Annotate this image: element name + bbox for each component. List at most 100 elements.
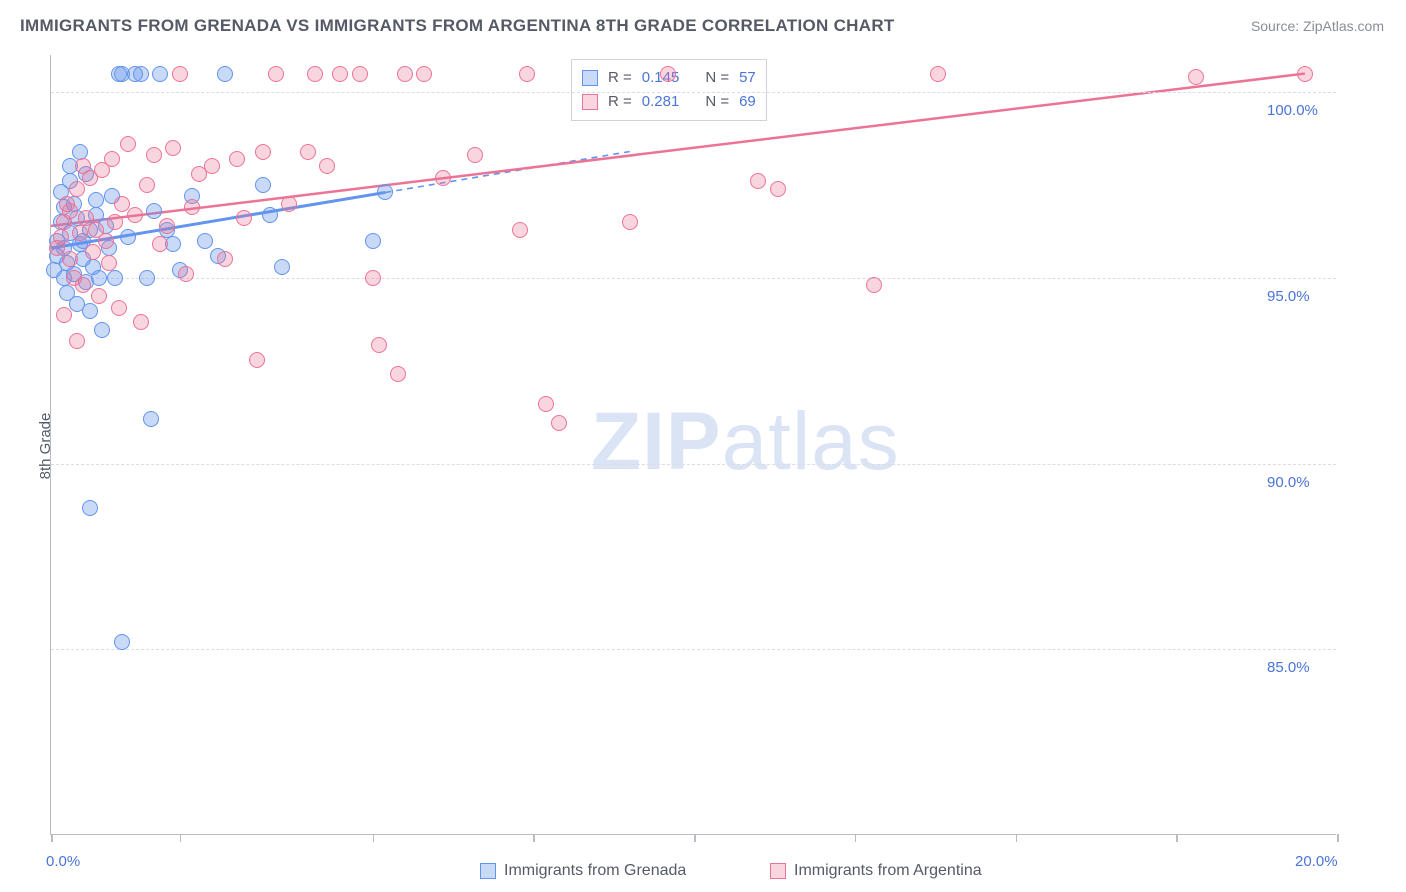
data-point-argentina xyxy=(152,236,168,252)
x-tick xyxy=(373,834,375,842)
chart-title: IMMIGRANTS FROM GRENADA VS IMMIGRANTS FR… xyxy=(20,16,895,36)
data-point-argentina xyxy=(72,225,88,241)
data-point-argentina xyxy=(62,203,78,219)
data-point-grenada xyxy=(107,270,123,286)
data-point-argentina xyxy=(397,66,413,82)
data-point-argentina xyxy=(178,266,194,282)
y-tick-label: 100.0% xyxy=(1267,102,1318,119)
data-point-argentina xyxy=(750,173,766,189)
legend-argentina: Immigrants from Argentina xyxy=(770,862,982,880)
data-point-argentina xyxy=(236,210,252,226)
x-tick xyxy=(180,834,182,842)
data-point-grenada xyxy=(120,229,136,245)
data-point-argentina xyxy=(98,233,114,249)
x-tick xyxy=(1337,834,1339,842)
data-point-argentina xyxy=(69,333,85,349)
data-point-argentina xyxy=(56,307,72,323)
stat-n-label: N = xyxy=(705,90,729,114)
data-point-argentina xyxy=(229,151,245,167)
data-point-argentina xyxy=(307,66,323,82)
y-tick-label: 90.0% xyxy=(1267,474,1310,491)
source-label: Source: ZipAtlas.com xyxy=(1251,18,1384,34)
data-point-grenada xyxy=(94,322,110,338)
stat-r-label: R = xyxy=(608,90,632,114)
data-point-grenada xyxy=(143,411,159,427)
stat-row-argentina: R = 0.281 N = 69 xyxy=(582,90,756,114)
x-tick-label: 20.0% xyxy=(1295,853,1338,870)
legend-label: Immigrants from Argentina xyxy=(794,862,982,880)
data-point-argentina xyxy=(281,196,297,212)
data-point-argentina xyxy=(159,218,175,234)
data-point-argentina xyxy=(1188,69,1204,85)
x-tick xyxy=(1176,834,1178,842)
data-point-argentina xyxy=(390,366,406,382)
data-point-argentina xyxy=(332,66,348,82)
x-tick xyxy=(1016,834,1018,842)
data-point-argentina xyxy=(217,251,233,267)
data-point-argentina xyxy=(91,288,107,304)
stat-n-value: 69 xyxy=(739,90,756,114)
gridline xyxy=(51,278,1336,279)
data-point-grenada xyxy=(197,233,213,249)
data-point-argentina xyxy=(365,270,381,286)
data-point-grenada xyxy=(255,177,271,193)
data-point-grenada xyxy=(114,634,130,650)
data-point-argentina xyxy=(120,136,136,152)
legend-swatch-blue xyxy=(480,863,496,879)
data-point-argentina xyxy=(319,158,335,174)
data-point-argentina xyxy=(53,229,69,245)
data-point-argentina xyxy=(111,300,127,316)
legend-label: Immigrants from Grenada xyxy=(504,862,686,880)
x-tick xyxy=(51,834,53,842)
data-point-argentina xyxy=(866,277,882,293)
data-point-argentina xyxy=(139,177,155,193)
data-point-argentina xyxy=(62,251,78,267)
stat-n-label: N = xyxy=(705,66,729,90)
stat-swatch-blue xyxy=(582,70,598,86)
data-point-grenada xyxy=(146,203,162,219)
data-point-argentina xyxy=(165,140,181,156)
data-point-argentina xyxy=(104,151,120,167)
data-point-argentina xyxy=(204,158,220,174)
data-point-grenada xyxy=(82,303,98,319)
data-point-argentina xyxy=(538,396,554,412)
data-point-grenada xyxy=(217,66,233,82)
data-point-argentina xyxy=(107,214,123,230)
plot-area: ZIPatlas R = 0.145 N = 57 R = 0.281 N = … xyxy=(50,55,1336,835)
stat-swatch-pink xyxy=(582,94,598,110)
data-point-argentina xyxy=(146,147,162,163)
gridline xyxy=(51,464,1336,465)
stat-r-label: R = xyxy=(608,66,632,90)
data-point-argentina xyxy=(467,147,483,163)
data-point-argentina xyxy=(75,277,91,293)
data-point-grenada xyxy=(152,66,168,82)
data-point-argentina xyxy=(352,66,368,82)
gridline xyxy=(51,92,1336,93)
data-point-argentina xyxy=(930,66,946,82)
data-point-argentina xyxy=(1297,66,1313,82)
data-point-grenada xyxy=(88,192,104,208)
data-point-argentina xyxy=(519,66,535,82)
data-point-argentina xyxy=(770,181,786,197)
data-point-argentina xyxy=(249,352,265,368)
x-tick xyxy=(533,834,535,842)
data-point-argentina xyxy=(300,144,316,160)
data-point-argentina xyxy=(69,181,85,197)
data-point-grenada xyxy=(72,144,88,160)
data-point-argentina xyxy=(133,314,149,330)
data-point-grenada xyxy=(274,259,290,275)
data-point-argentina xyxy=(435,170,451,186)
data-point-grenada xyxy=(262,207,278,223)
data-point-argentina xyxy=(101,255,117,271)
y-tick-label: 95.0% xyxy=(1267,288,1310,305)
legend-grenada: Immigrants from Grenada xyxy=(480,862,686,880)
y-tick-label: 85.0% xyxy=(1267,659,1310,676)
trend-lines-layer xyxy=(51,55,1336,834)
gridline xyxy=(51,649,1336,650)
data-point-argentina xyxy=(184,199,200,215)
data-point-argentina xyxy=(416,66,432,82)
stat-r-value: 0.281 xyxy=(642,90,680,114)
legend-swatch-pink xyxy=(770,863,786,879)
data-point-argentina xyxy=(268,66,284,82)
data-point-grenada xyxy=(82,500,98,516)
